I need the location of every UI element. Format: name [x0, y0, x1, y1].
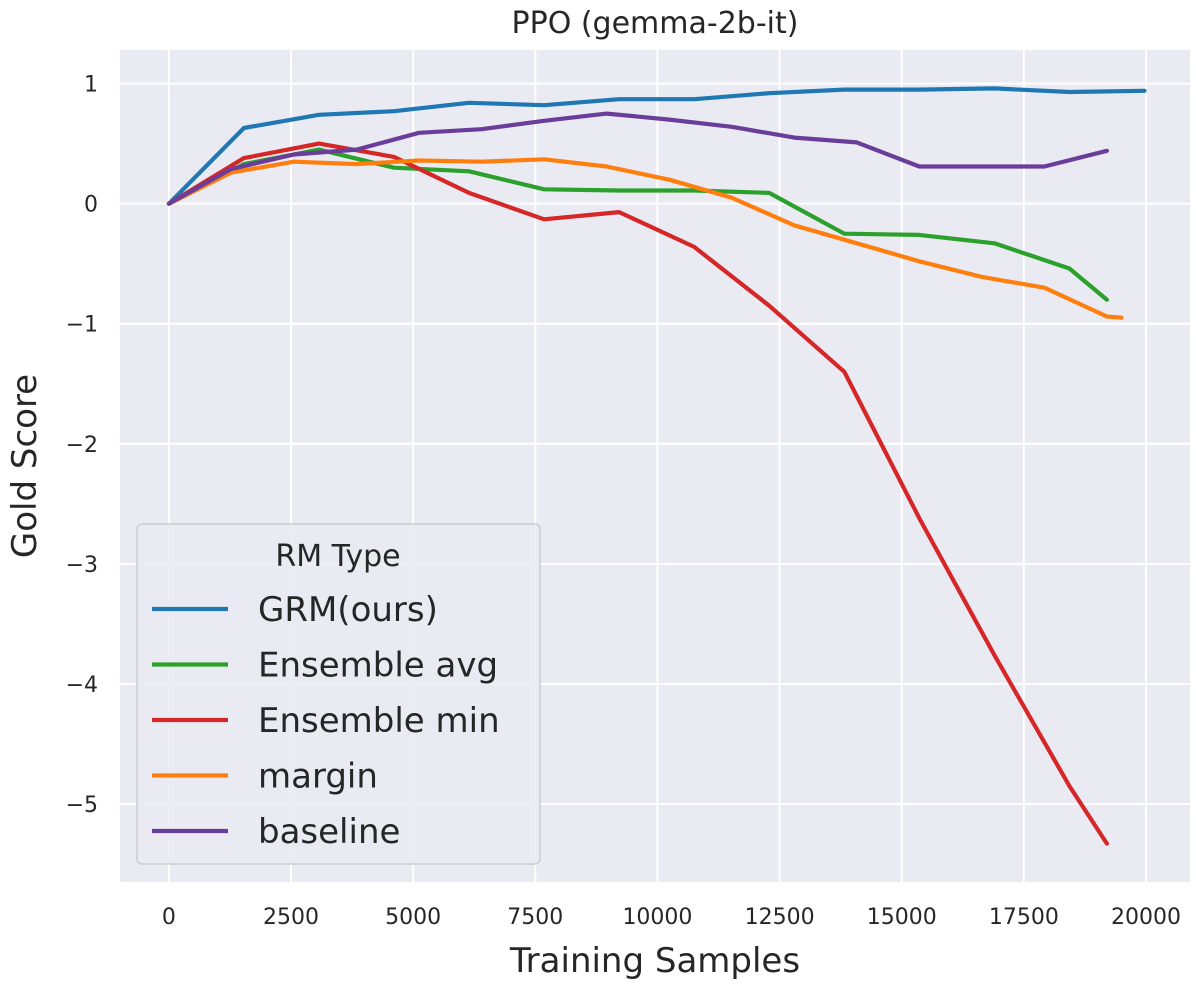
chart-title: PPO (gemma-2b-it) [512, 6, 799, 41]
x-tick-label: 5000 [385, 905, 441, 930]
y-tick-label: −1 [66, 313, 98, 338]
x-tick-label: 10000 [622, 905, 692, 930]
y-tick-label: −3 [66, 553, 98, 578]
series-line [166, 157, 1124, 320]
legend-box [136, 523, 541, 865]
y-tick-label: −2 [66, 433, 98, 458]
x-tick-label: 12500 [745, 905, 815, 930]
x-tick-label: 2500 [263, 905, 319, 930]
legend-label: GRM(ours) [258, 590, 438, 630]
x-tick-label: 0 [162, 905, 176, 930]
y-tick-label: −4 [66, 673, 98, 698]
legend: RM Type GRM(ours) Ensemble avg Ensemble mi… [136, 523, 541, 865]
series-line [166, 111, 1109, 206]
y-tick-label: 0 [84, 193, 98, 218]
legend-title: RM Type [275, 539, 400, 574]
legend-label: Ensemble min [258, 701, 500, 741]
x-tick-label: 15000 [867, 905, 937, 930]
legend-label: margin [258, 757, 378, 797]
y-axis-label: Gold Score [5, 374, 45, 558]
series-line [166, 86, 1147, 206]
x-tick-label: 20000 [1111, 905, 1181, 930]
y-tick-label: −5 [66, 793, 98, 818]
x-tick-label: 17500 [989, 905, 1059, 930]
series-line [166, 141, 1109, 846]
x-axis-label: Training Samples [509, 941, 800, 981]
legend-label: Ensemble avg [258, 646, 498, 686]
tick-labels: 0 2500 5000 7500 10000 12500 15000 17500 20000 1 0… [66, 73, 1181, 930]
legend-label: baseline [258, 812, 400, 852]
series-layer [166, 86, 1147, 846]
legend-items: GRM(ours) Ensemble avg Ensemble min margin b… [152, 590, 500, 852]
grid [120, 50, 1190, 882]
x-tick-label: 7500 [507, 905, 563, 930]
y-tick-label: 1 [84, 73, 98, 98]
